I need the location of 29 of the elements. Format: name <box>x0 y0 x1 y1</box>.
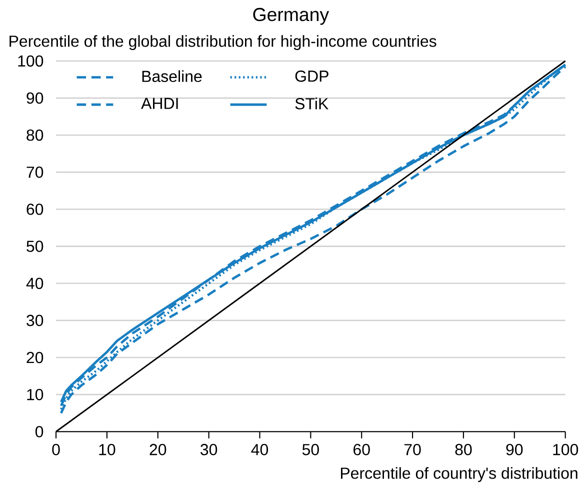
x-tick-label: 0 <box>52 444 60 456</box>
y-tick-label: 0 <box>35 426 44 438</box>
x-tick-label: 20 <box>150 444 166 456</box>
x-tick-label: 100 <box>553 444 578 456</box>
y-tick-label: 10 <box>27 388 44 400</box>
chart-title: Germany <box>253 8 330 25</box>
y-tick-label: 80 <box>26 129 44 141</box>
y-axis-title: Percentile of the global distribution for high-income countries <box>10 35 436 50</box>
y-tick-label: 70 <box>26 166 44 178</box>
x-tick-label: 30 <box>200 444 218 456</box>
legend-label: GDP <box>295 70 328 82</box>
x-tick-label: 90 <box>506 444 523 456</box>
x-tick-label: 80 <box>455 444 472 456</box>
x-tick-label: 70 <box>404 444 421 456</box>
x-axis-title: Percentile of country's distribution <box>340 467 578 482</box>
legend-label: Baseline <box>142 70 202 82</box>
y-tick-label: 20 <box>26 352 44 364</box>
y-tick-label: 40 <box>26 278 44 290</box>
x-tick-label: 60 <box>354 444 370 456</box>
y-tick-label: 30 <box>26 314 44 326</box>
x-tick-label: 10 <box>99 444 116 456</box>
x-tick-label: 40 <box>251 444 268 456</box>
legend-label: STiK <box>295 98 328 110</box>
y-tick-label: 90 <box>26 92 44 104</box>
y-tick-label: 50 <box>26 240 44 252</box>
y-tick-label: 60 <box>26 204 44 215</box>
legend-label: AHDI <box>141 98 178 109</box>
x-tick-label: 50 <box>302 444 319 456</box>
y-tick-label: 100 <box>18 55 44 67</box>
